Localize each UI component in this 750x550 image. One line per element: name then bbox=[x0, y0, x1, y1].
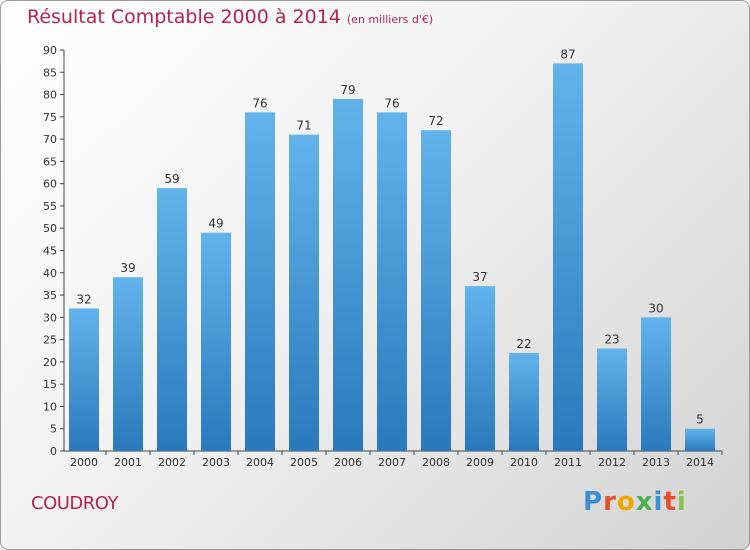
y-tick-label: 65 bbox=[43, 155, 57, 168]
x-tick-label: 2001 bbox=[114, 456, 142, 469]
y-tick-label: 75 bbox=[43, 111, 57, 124]
bar-2004 bbox=[245, 112, 275, 451]
y-tick-label: 25 bbox=[43, 334, 57, 347]
y-tick-label: 20 bbox=[43, 356, 57, 369]
x-tick-label: 2014 bbox=[686, 456, 714, 469]
y-tick-label: 15 bbox=[43, 378, 57, 391]
data-label-2012: 23 bbox=[604, 333, 619, 347]
y-tick-label: 30 bbox=[43, 311, 57, 324]
bar-2002 bbox=[157, 188, 187, 451]
x-tick-label: 2009 bbox=[466, 456, 494, 469]
data-label-2005: 71 bbox=[296, 119, 311, 133]
y-tick-label: 55 bbox=[43, 200, 57, 213]
bar-2013 bbox=[641, 317, 671, 451]
x-tick-label: 2013 bbox=[642, 456, 670, 469]
bar-2007 bbox=[377, 112, 407, 451]
x-tick-label: 2008 bbox=[422, 456, 450, 469]
x-tick-label: 2003 bbox=[202, 456, 230, 469]
data-label-2013: 30 bbox=[648, 301, 663, 315]
bar-2000 bbox=[69, 308, 99, 451]
data-label-2010: 22 bbox=[516, 337, 531, 351]
chart-unit: (en milliers d'€) bbox=[346, 13, 434, 26]
x-tick-label: 2006 bbox=[334, 456, 362, 469]
x-tick-label: 2012 bbox=[598, 456, 626, 469]
data-label-2004: 76 bbox=[252, 96, 267, 110]
x-tick-label: 2011 bbox=[554, 456, 582, 469]
y-tick-label: 70 bbox=[43, 133, 57, 146]
bar-2003 bbox=[201, 232, 231, 451]
x-tick-label: 2005 bbox=[290, 456, 318, 469]
proxiti-logo[interactable]: Proxiti bbox=[583, 487, 687, 517]
y-tick-label: 90 bbox=[43, 44, 57, 57]
bars bbox=[69, 63, 715, 451]
data-label-2006: 79 bbox=[340, 83, 355, 97]
bar-2010 bbox=[509, 352, 539, 451]
data-label-2000: 32 bbox=[76, 292, 91, 306]
bar-2006 bbox=[333, 99, 363, 451]
y-tick-label: 35 bbox=[43, 289, 57, 302]
commune-name: COUDROY bbox=[31, 493, 118, 514]
x-tick-label: 2010 bbox=[510, 456, 538, 469]
x-tick-label: 2000 bbox=[70, 456, 98, 469]
x-tick-label: 2002 bbox=[158, 456, 186, 469]
bar-2001 bbox=[113, 277, 143, 451]
data-labels: 32 39 59 49 76 71 79 76 72 37 22 87 23 30 5 bbox=[76, 47, 703, 426]
bar-2012 bbox=[597, 348, 627, 451]
y-tick-label: 85 bbox=[43, 66, 57, 79]
y-tick-label: 10 bbox=[43, 400, 57, 413]
chart-title: Résultat Comptable 2000 à 2014 (en millie… bbox=[27, 6, 433, 28]
y-tick-label: 60 bbox=[43, 178, 57, 191]
y-tick-label: 50 bbox=[43, 222, 57, 235]
y-tick-label: 80 bbox=[43, 89, 57, 102]
data-label-2007: 76 bbox=[384, 96, 399, 110]
bar-2011 bbox=[553, 63, 583, 451]
x-tick-label: 2004 bbox=[246, 456, 274, 469]
bar-2014 bbox=[685, 428, 715, 451]
x-tick-label: 2007 bbox=[378, 456, 406, 469]
data-label-2011: 87 bbox=[560, 47, 575, 61]
data-label-2009: 37 bbox=[472, 270, 487, 284]
data-label-2008: 72 bbox=[428, 114, 443, 128]
bar-2009 bbox=[465, 286, 495, 451]
bar-chart: 0 5 10 15 20 25 30 35 40 45 50 55 60 65 70 75 80 85 90 2000… bbox=[43, 44, 723, 469]
chart-title-text: Résultat Comptable 2000 à 2014 bbox=[27, 6, 341, 28]
y-tick-label: 0 bbox=[50, 445, 57, 458]
bar-2005 bbox=[289, 134, 319, 451]
bar-2008 bbox=[421, 130, 451, 451]
data-label-2014: 5 bbox=[696, 413, 704, 427]
data-label-2002: 59 bbox=[164, 172, 179, 186]
y-tick-label: 40 bbox=[43, 267, 57, 280]
data-label-2003: 49 bbox=[208, 217, 223, 231]
y-tick-label: 5 bbox=[50, 423, 57, 436]
data-label-2001: 39 bbox=[120, 261, 135, 275]
y-tick-label: 45 bbox=[43, 245, 57, 258]
